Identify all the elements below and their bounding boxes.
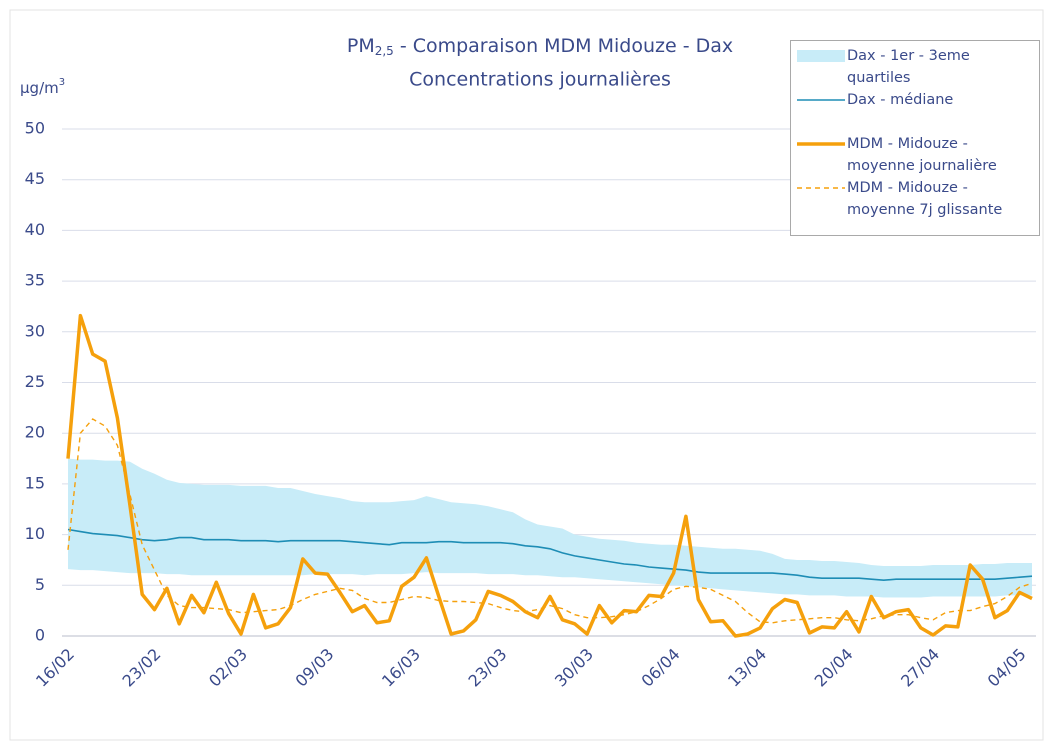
x-tick-label: 02/03: [205, 645, 251, 691]
quartile-band: [68, 458, 1032, 598]
legend-item: Dax - médiane: [795, 89, 1035, 111]
x-tick-label: 23/02: [118, 645, 164, 691]
y-label-superscript: 3: [59, 77, 65, 88]
x-tick-label: 23/03: [465, 645, 511, 691]
title-text: PM: [347, 35, 375, 57]
y-tick-label: 45: [25, 169, 45, 188]
y-tick-label: 40: [25, 220, 45, 239]
x-tick-label: 13/04: [724, 645, 770, 691]
legend-item: MDM - Midouze - moyenne journalière: [795, 133, 1035, 177]
legend: Dax - 1er - 3eme quartiles Dax - médiane M…: [790, 40, 1040, 236]
y-tick-label: 5: [35, 575, 45, 594]
y-tick-label: 30: [25, 321, 45, 340]
legend-swatch: [797, 142, 845, 146]
legend-label: MDM - Midouze - moyenne 7j glissante: [847, 180, 1003, 218]
title-rest: - Comparaison MDM Midouze - Dax: [400, 35, 733, 57]
legend-label: Dax - médiane: [847, 92, 954, 108]
chart-title: PM2,5 - Comparaison MDM Midouze - Dax: [347, 35, 733, 58]
y-tick-label: 10: [25, 524, 45, 543]
daily-line: [66, 313, 1033, 638]
x-tick-label: 06/04: [638, 645, 684, 691]
x-tick-label: 16/02: [32, 645, 78, 691]
median-line: [67, 528, 1033, 582]
title-subscript: 2,5: [375, 44, 394, 58]
legend-item: Dax - 1er - 3eme quartiles: [795, 45, 1035, 89]
y-tick-label: 20: [25, 423, 45, 442]
legend-label: MDM - Midouze - moyenne journalière: [847, 136, 997, 174]
x-tick-label: 20/04: [811, 645, 857, 691]
legend-swatch: [797, 187, 845, 189]
x-tick-label: 27/04: [897, 645, 943, 691]
y-tick-label: 15: [25, 473, 45, 492]
swatch-band: [797, 50, 845, 62]
y-tick-label: 35: [25, 271, 45, 290]
legend-item: MDM - Midouze - moyenne 7j glissante: [795, 177, 1035, 221]
x-tick-label: 16/03: [378, 645, 424, 691]
legend-label: Dax - 1er - 3eme quartiles: [847, 48, 970, 86]
x-tick-label: 09/03: [292, 645, 338, 691]
y-label-text: µg/m: [20, 79, 59, 97]
chart-frame: [9, 9, 1044, 741]
legend-swatch: [797, 99, 845, 101]
y-tick-label: 25: [25, 372, 45, 391]
y-axis-label: µg/m3: [20, 77, 65, 97]
legend-swatch: [797, 50, 845, 62]
plot-area: 0 5 10 15 20 25 30 35 40 45 50 16/02 23/02 02/03 09/03…: [25, 119, 1036, 691]
chart-subtitle: Concentrations journalières: [409, 69, 671, 91]
x-tick-label: 04/05: [984, 645, 1030, 691]
x-tick-label: 30/03: [551, 645, 597, 691]
y-tick-label: 50: [25, 119, 45, 138]
y-tick-label: 0: [35, 626, 45, 645]
